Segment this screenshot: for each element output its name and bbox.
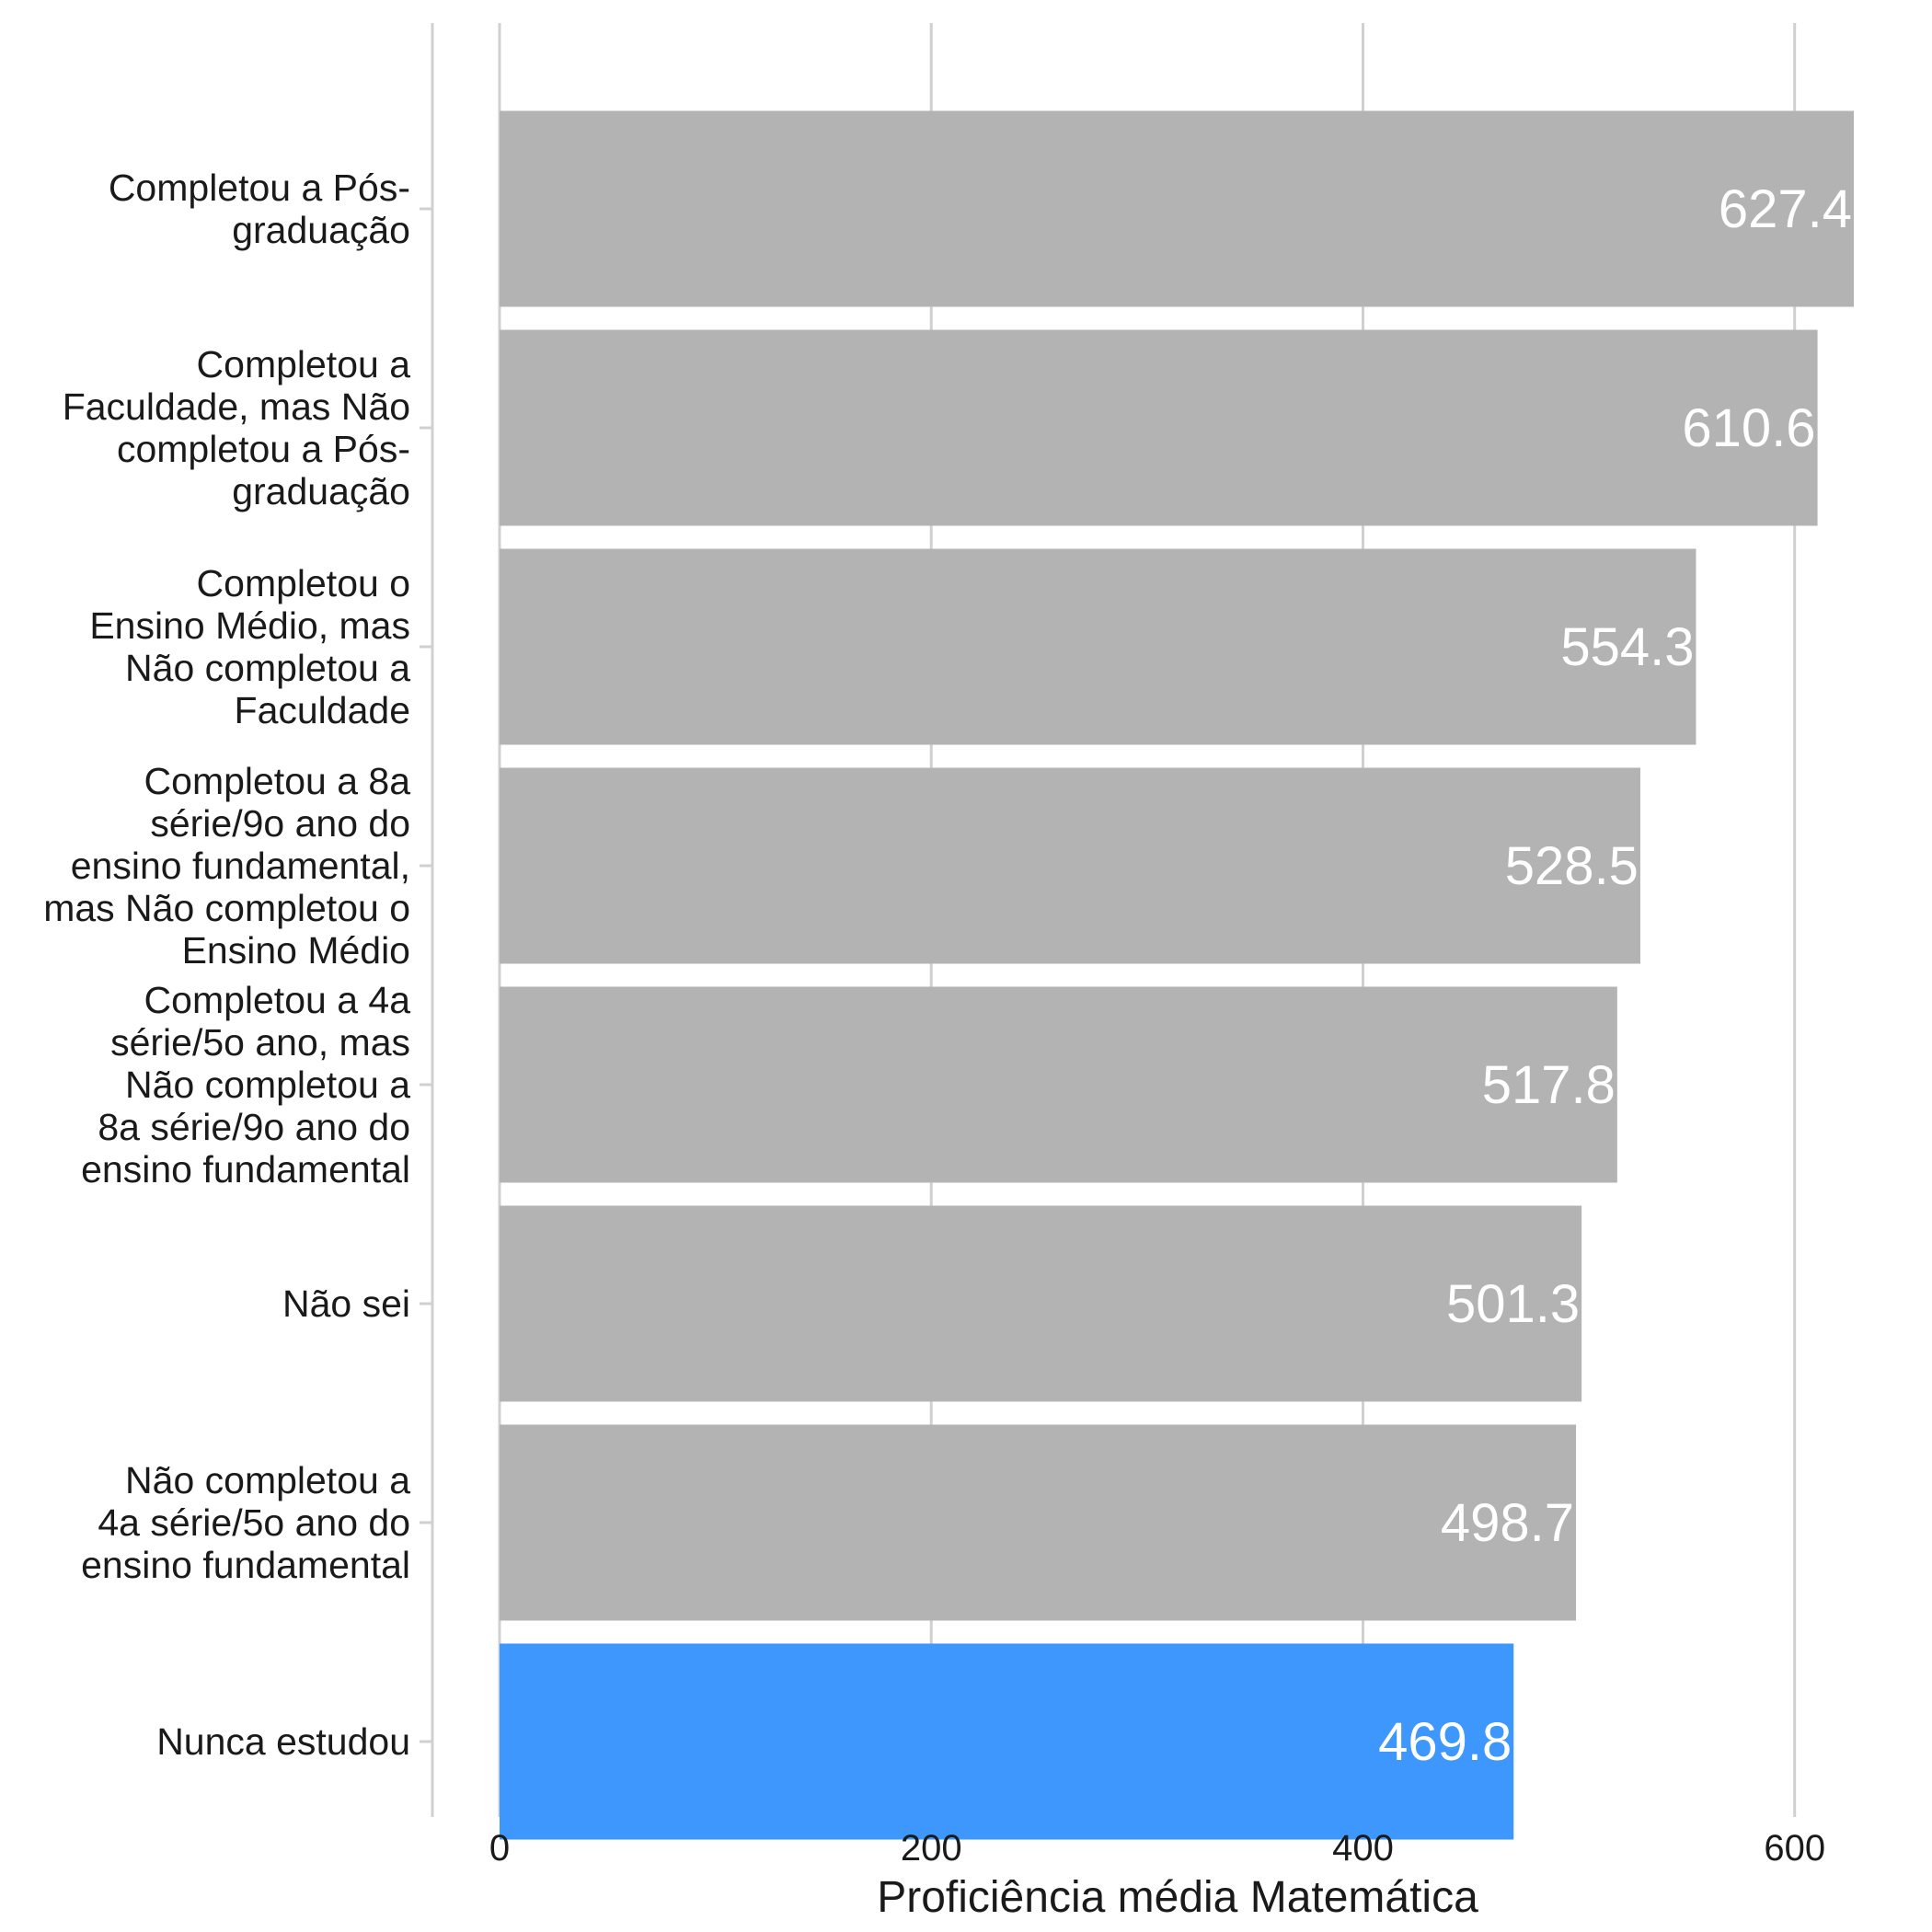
bars: 627.4 610.6 554.3 528.5 517.8 501.3 498.7 469.8 <box>500 110 1854 1840</box>
bar-1 <box>500 329 1818 526</box>
x-axis-title: Proficiência média Matemática <box>877 1873 1478 1922</box>
bar-6 <box>500 1424 1577 1621</box>
bar-7 <box>500 1643 1514 1840</box>
category-label-2: Completou o Ensino Médio, mas Não completo… <box>89 562 410 731</box>
x-tick-label-2: 400 <box>1332 1828 1394 1869</box>
x-axis-ticks: 0 200 400 600 <box>489 1828 1825 1869</box>
bar-2 <box>500 548 1696 745</box>
value-label-4: 517.8 <box>1482 1055 1616 1115</box>
x-tick-label-3: 600 <box>1764 1828 1825 1869</box>
value-label-6: 498.7 <box>1441 1493 1574 1553</box>
category-label-1: Completou a Faculdade, mas Não completou a… <box>63 343 411 512</box>
category-label-3: Completou a 8a série/9o ano do ensino fund… <box>43 760 410 972</box>
x-tick-label-1: 200 <box>901 1828 962 1869</box>
bar-5 <box>500 1205 1582 1402</box>
value-label-7: 469.8 <box>1378 1712 1512 1772</box>
category-label-0: Completou a Pós-graduação <box>109 167 410 251</box>
bar-0 <box>500 110 1854 307</box>
category-label-4: Completou a 4a série/5o ano, mas Não compl… <box>81 979 410 1190</box>
category-label-7: Nunca estudou <box>156 1720 410 1763</box>
bar-3 <box>500 767 1640 964</box>
value-label-1: 610.6 <box>1682 398 1815 458</box>
value-label-0: 627.4 <box>1719 179 1852 239</box>
value-label-5: 501.3 <box>1446 1274 1580 1334</box>
category-labels: Completou a Pós-graduação Completou a Facu… <box>43 167 432 1763</box>
bar-4 <box>500 986 1617 1183</box>
category-label-5: Não sei <box>282 1282 410 1325</box>
category-label-6: Não completou a 4a série/5o ano do ensino … <box>81 1459 410 1586</box>
x-tick-label-0: 0 <box>489 1828 510 1869</box>
value-label-3: 528.5 <box>1505 836 1639 896</box>
value-label-2: 554.3 <box>1560 617 1694 677</box>
